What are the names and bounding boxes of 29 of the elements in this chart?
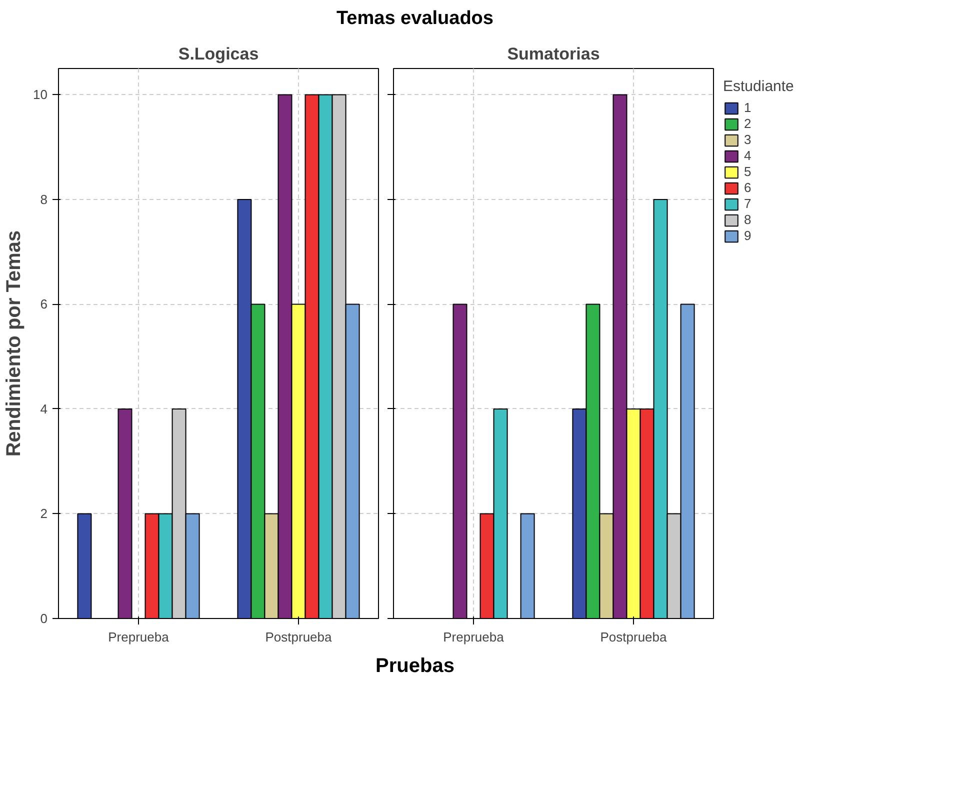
legend-label: 3 — [744, 132, 752, 148]
legend-label: 1 — [744, 100, 752, 116]
legend-label: 7 — [744, 196, 752, 212]
x-tick-label: Postprueba — [265, 630, 333, 645]
legend-label: 9 — [744, 228, 752, 244]
x-tick-label: Postprueba — [600, 630, 668, 645]
legend-label: 8 — [744, 212, 752, 228]
text: Temas evaluados — [336, 7, 494, 31]
x-axis-title: Pruebas — [376, 654, 454, 680]
bar — [520, 513, 535, 619]
y-tick-label: 0 — [40, 611, 48, 626]
x-tick-label: Preprueba — [443, 630, 505, 645]
chart-title: Sumatorias — [507, 44, 600, 64]
x-tick-label: Preprueba — [108, 630, 170, 645]
legend-title: Estudiante — [723, 78, 794, 96]
y-tick-label: 8 — [40, 192, 48, 208]
bar — [452, 304, 468, 619]
bar — [77, 513, 92, 619]
y-axis-title: Rendimiento por Temas — [3, 230, 26, 457]
chart-title: S.Logicas — [178, 44, 259, 64]
y-tick-label: 6 — [40, 296, 48, 312]
y-tick-label: 2 — [40, 506, 48, 522]
bar — [118, 408, 132, 619]
y-tick-label: 4 — [40, 402, 48, 417]
legend-label: 2 — [744, 116, 752, 132]
legend-label: 6 — [744, 180, 752, 196]
y-tick-label: 10 — [33, 87, 48, 102]
legend-label: 4 — [744, 148, 752, 164]
legend-label: 5 — [744, 164, 752, 180]
